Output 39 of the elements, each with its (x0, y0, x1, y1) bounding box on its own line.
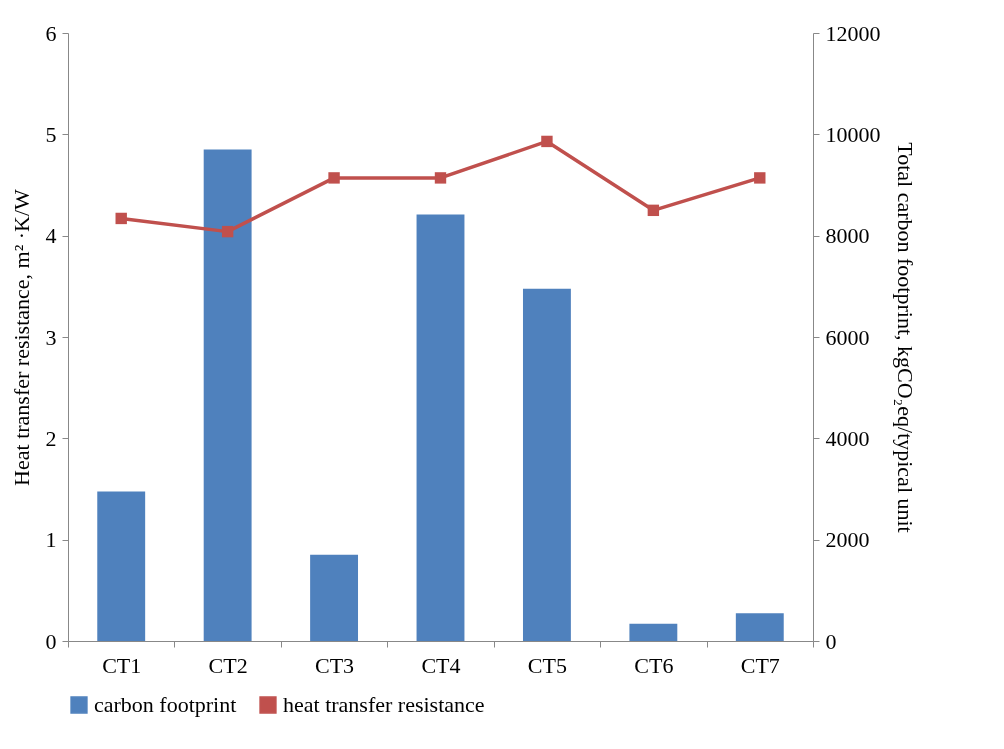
y2-tick-label: 8000 (825, 223, 870, 249)
y-tick-label: 2 (45, 425, 57, 451)
point (221, 225, 234, 238)
x-tick-label: CT7 (740, 652, 780, 678)
x-tick-label: CT4 (421, 652, 461, 678)
legend-label: carbon footprint (94, 692, 237, 717)
y-tick-label: 1 (45, 527, 57, 553)
point (115, 212, 127, 225)
y2-tick-label: 4000 (825, 425, 870, 451)
y2-tick-label: 10000 (825, 121, 881, 147)
x-tick-label: CT5 (527, 652, 567, 678)
y-tick-label: 3 (45, 324, 57, 350)
y2-tick-label: 12000 (825, 20, 881, 46)
y-tick-label: 4 (45, 223, 57, 249)
y-tick-label: 5 (45, 121, 57, 147)
bar (310, 554, 359, 641)
y2-axis-title: Total carbon footprint, kgCO₂eq/typical unit (892, 142, 918, 533)
point (434, 172, 447, 184)
bar (522, 288, 571, 641)
bar (735, 613, 784, 641)
point (647, 204, 660, 217)
bar (416, 214, 465, 641)
point (328, 172, 340, 184)
y2-tick-label: 6000 (825, 324, 870, 350)
y-tick-label: 6 (45, 20, 57, 46)
bar (97, 491, 146, 641)
legend-label: heat transfer resistance (283, 692, 485, 717)
y2-tick-label: 0 (825, 628, 837, 654)
point (754, 172, 766, 184)
x-tick-label: CT3 (315, 652, 355, 678)
y-tick-label: 0 (45, 628, 57, 654)
bar (629, 623, 678, 641)
point (541, 135, 553, 148)
bar (203, 149, 252, 641)
x-tick-label: CT2 (208, 652, 248, 678)
y2-tick-label: 2000 (825, 527, 870, 553)
x-tick-label: CT1 (102, 652, 142, 678)
x-tick-label: CT6 (634, 652, 674, 678)
y-axis-title: Heat transfer resistance, m² ·K/W (8, 188, 34, 486)
